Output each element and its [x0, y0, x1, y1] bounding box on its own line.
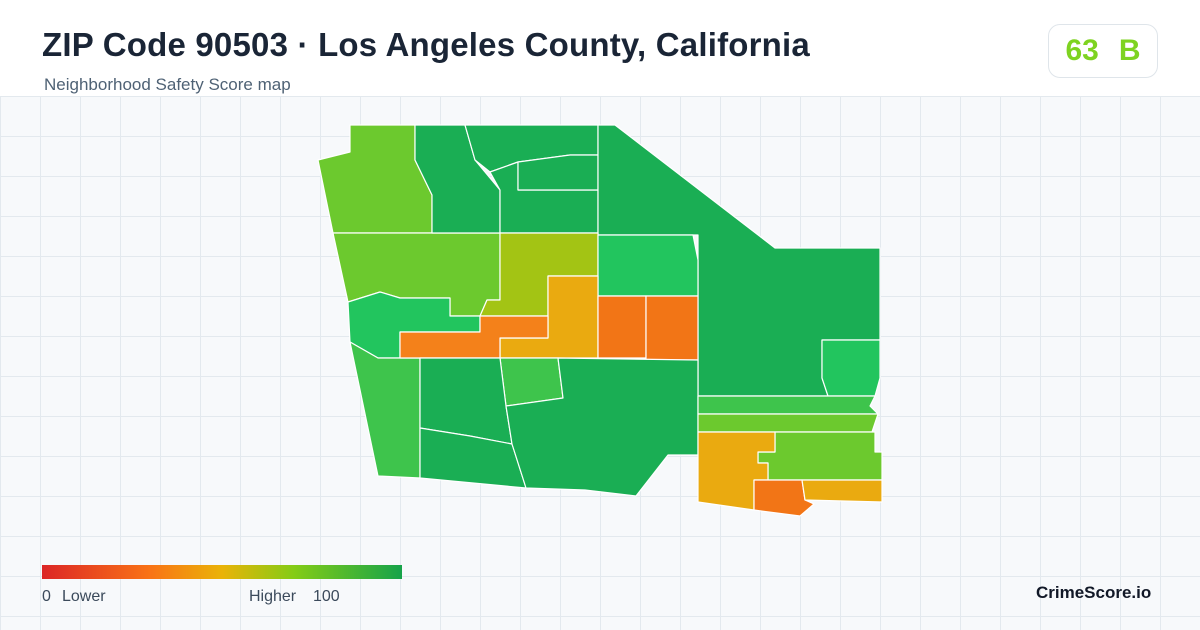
map-region[interactable]: [697, 413, 879, 433]
legend-color-scale: [42, 565, 402, 579]
map-region[interactable]: [697, 395, 879, 415]
map-region[interactable]: [645, 295, 699, 361]
page-subtitle: Neighborhood Safety Score map: [44, 75, 291, 94]
header-band: [0, 0, 1200, 96]
legend-min-label: Lower: [62, 588, 106, 605]
legend-max-value: 100: [313, 588, 340, 605]
map-region[interactable]: [801, 479, 883, 503]
map-region[interactable]: [697, 431, 776, 511]
map-region[interactable]: [757, 431, 883, 481]
brand-logo-text: CrimeScore.io: [1036, 583, 1152, 602]
score-grade: B: [1118, 34, 1141, 67]
score-value: 63: [1065, 34, 1099, 67]
page-title: ZIP Code 90503 · Los Angeles County, Cal…: [42, 26, 810, 63]
legend-max-label: Higher: [249, 588, 297, 605]
map-region[interactable]: [821, 339, 881, 397]
map-region[interactable]: [597, 295, 647, 359]
score-badge: 63 B: [1048, 24, 1158, 78]
map-region[interactable]: [349, 341, 421, 479]
map-region[interactable]: [517, 154, 599, 191]
map-region[interactable]: [597, 234, 699, 297]
legend-min-value: 0: [42, 588, 51, 605]
